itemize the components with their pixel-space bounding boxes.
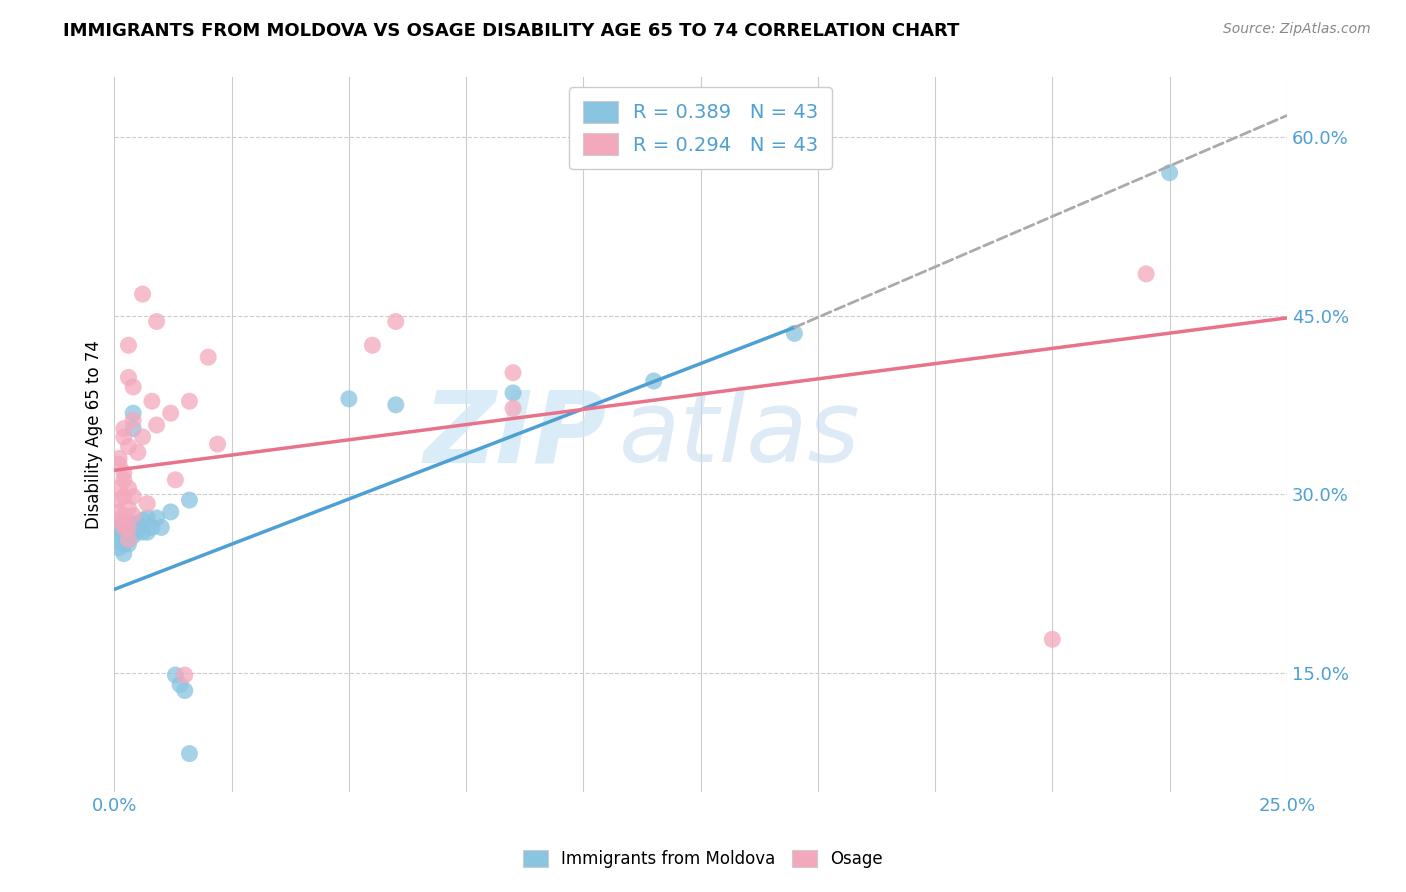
Point bbox=[131, 525, 153, 540]
Point bbox=[117, 533, 139, 547]
Point bbox=[165, 668, 187, 682]
Point bbox=[108, 520, 131, 534]
Point bbox=[141, 520, 163, 534]
Point bbox=[108, 458, 131, 472]
Point bbox=[127, 523, 149, 537]
Point bbox=[122, 529, 145, 543]
Point bbox=[179, 493, 201, 508]
Point bbox=[112, 466, 135, 480]
Point bbox=[122, 406, 145, 420]
Point bbox=[159, 406, 181, 420]
Point bbox=[112, 516, 135, 530]
Point bbox=[117, 370, 139, 384]
Point bbox=[112, 529, 135, 543]
Point bbox=[127, 516, 149, 531]
Text: ZIP: ZIP bbox=[423, 386, 607, 483]
Point bbox=[169, 677, 191, 691]
Point bbox=[159, 505, 181, 519]
Point bbox=[150, 520, 173, 534]
Point bbox=[136, 511, 159, 525]
Point bbox=[385, 314, 408, 328]
Point bbox=[108, 513, 131, 527]
Point bbox=[361, 338, 384, 352]
Point bbox=[145, 511, 167, 525]
Point bbox=[197, 350, 219, 364]
Text: atlas: atlas bbox=[619, 386, 860, 483]
Legend: Immigrants from Moldova, Osage: Immigrants from Moldova, Osage bbox=[516, 843, 890, 875]
Point bbox=[112, 490, 135, 504]
Point bbox=[385, 398, 408, 412]
Point bbox=[117, 537, 139, 551]
Point bbox=[112, 430, 135, 444]
Point bbox=[112, 537, 135, 551]
Point bbox=[108, 534, 131, 549]
Point bbox=[117, 516, 139, 531]
Point bbox=[136, 525, 159, 540]
Point bbox=[122, 520, 145, 534]
Point bbox=[127, 445, 149, 459]
Point bbox=[112, 422, 135, 436]
Point bbox=[337, 392, 360, 406]
Point bbox=[131, 430, 153, 444]
Point bbox=[112, 473, 135, 487]
Point bbox=[131, 513, 153, 527]
Text: Source: ZipAtlas.com: Source: ZipAtlas.com bbox=[1223, 22, 1371, 37]
Point bbox=[117, 523, 139, 537]
Legend: R = 0.389   N = 43, R = 0.294   N = 43: R = 0.389 N = 43, R = 0.294 N = 43 bbox=[569, 87, 832, 169]
Point bbox=[1159, 166, 1181, 180]
Point bbox=[122, 490, 145, 504]
Point bbox=[173, 683, 195, 698]
Point bbox=[131, 287, 153, 301]
Point bbox=[165, 473, 187, 487]
Point bbox=[112, 520, 135, 534]
Point bbox=[179, 394, 201, 409]
Point bbox=[117, 481, 139, 495]
Point bbox=[122, 516, 145, 531]
Point bbox=[122, 380, 145, 394]
Point bbox=[122, 422, 145, 436]
Point bbox=[112, 525, 135, 540]
Point bbox=[108, 541, 131, 555]
Point bbox=[117, 525, 139, 540]
Point bbox=[122, 413, 145, 427]
Point bbox=[502, 385, 524, 400]
Point bbox=[117, 519, 139, 533]
Point bbox=[1040, 632, 1063, 647]
Point bbox=[141, 394, 163, 409]
Point bbox=[112, 547, 135, 561]
Point bbox=[108, 505, 131, 519]
Point bbox=[117, 520, 139, 534]
Point bbox=[783, 326, 806, 341]
Point bbox=[122, 525, 145, 540]
Point bbox=[108, 451, 131, 466]
Point bbox=[643, 374, 665, 388]
Point bbox=[117, 501, 139, 516]
Point bbox=[112, 508, 135, 523]
Point bbox=[502, 401, 524, 416]
Point bbox=[207, 437, 229, 451]
Point bbox=[117, 440, 139, 454]
Text: IMMIGRANTS FROM MOLDOVA VS OSAGE DISABILITY AGE 65 TO 74 CORRELATION CHART: IMMIGRANTS FROM MOLDOVA VS OSAGE DISABIL… bbox=[63, 22, 960, 40]
Point bbox=[108, 493, 131, 508]
Point bbox=[145, 314, 167, 328]
Point bbox=[136, 497, 159, 511]
Point bbox=[502, 366, 524, 380]
Y-axis label: Disability Age 65 to 74: Disability Age 65 to 74 bbox=[86, 340, 103, 529]
Point bbox=[145, 418, 167, 433]
Point bbox=[122, 508, 145, 523]
Point bbox=[173, 668, 195, 682]
Point bbox=[108, 481, 131, 495]
Point bbox=[1135, 267, 1157, 281]
Point bbox=[179, 747, 201, 761]
Point bbox=[108, 525, 131, 540]
Point bbox=[117, 338, 139, 352]
Point bbox=[112, 520, 135, 534]
Point bbox=[117, 533, 139, 547]
